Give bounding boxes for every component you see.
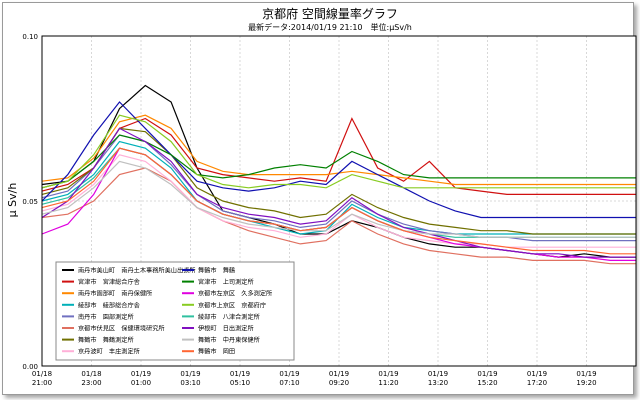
legend-label: 綾部市 綾部総合庁舎 xyxy=(78,301,140,309)
legend-label: 京都市左京区 久多測定所 xyxy=(198,290,272,298)
y-axis-label: μ Sv/h xyxy=(6,183,19,218)
x-tick-time: 05:10 xyxy=(230,379,250,387)
x-tick-date: 01/19 xyxy=(279,370,299,378)
x-tick-time: 01:00 xyxy=(131,379,151,387)
legend-label: 京都市上京区 京都府庁 xyxy=(198,301,266,309)
legend-label: 舞鶴市 舞鶴測定所 xyxy=(78,336,134,344)
x-tick-date: 01/19 xyxy=(428,370,448,378)
y-tick-label: 0.00 xyxy=(22,363,38,371)
legend-label: 南丹市 園部測定所 xyxy=(78,313,134,321)
series-line xyxy=(41,101,636,219)
series-line xyxy=(41,147,636,255)
x-tick-date: 01/19 xyxy=(230,370,250,378)
x-tick-date: 01/19 xyxy=(477,370,497,378)
x-tick-time: 13:20 xyxy=(428,379,448,387)
x-tick-date: 01/19 xyxy=(576,370,596,378)
legend-label: 南丹市園部町 南丹保健所 xyxy=(78,290,152,298)
x-tick-date: 01/18 xyxy=(32,370,52,378)
series-line xyxy=(41,127,636,235)
legend-label: 舞鶴市 舞鶴 xyxy=(198,267,235,275)
x-tick-time: 15:20 xyxy=(477,379,497,387)
x-tick-time: 11:20 xyxy=(378,379,398,387)
y-tick-label: 0.10 xyxy=(22,33,38,41)
x-tick-date: 01/18 xyxy=(81,370,101,378)
series-line xyxy=(41,134,636,189)
legend-box xyxy=(55,261,295,361)
x-tick-time: 09:20 xyxy=(329,379,349,387)
plot-border xyxy=(41,35,637,367)
x-tick-time: 03:10 xyxy=(180,379,200,387)
series-line xyxy=(41,154,636,248)
x-tick-time: 21:00 xyxy=(32,379,52,387)
series-line xyxy=(41,114,636,189)
y-tick-label: 0.05 xyxy=(22,198,38,206)
series-line xyxy=(41,127,636,258)
legend-label: 舞鶴市 岡田 xyxy=(198,348,235,356)
x-tick-date: 01/19 xyxy=(131,370,151,378)
x-tick-date: 01/19 xyxy=(180,370,200,378)
x-tick-date: 01/19 xyxy=(378,370,398,378)
legend-label: 伊根町 日出測定所 xyxy=(198,325,254,333)
x-tick-time: 17:20 xyxy=(527,379,547,387)
legend-label: 南丹市美山町 南丹土木事務所美山出張所 xyxy=(78,267,196,275)
axes: 01/1821:0001/1823:0001/1901:0001/1903:10… xyxy=(22,33,637,387)
legend-label: 京丹波町 丰庄測定所 xyxy=(78,348,140,356)
series-line xyxy=(41,167,636,265)
x-tick-time: 23:00 xyxy=(81,379,101,387)
legend-label: 舞鶴市 中丹東保健所 xyxy=(198,336,260,344)
chart-title: 京都府 空間線量率グラフ xyxy=(262,6,398,21)
chart-subtitle: 最新データ:2014/01/19 21:10 単位:μSv/h xyxy=(248,22,412,32)
series-lines xyxy=(41,84,636,265)
x-tick-time: 19:20 xyxy=(576,379,596,387)
x-tick-time: 07:10 xyxy=(279,379,299,387)
legend-label: 京都市伏見区 保健環境研究所 xyxy=(78,325,165,333)
legend-label: 宮津市 上司測定所 xyxy=(198,278,254,286)
x-tick-date: 01/19 xyxy=(329,370,349,378)
legend-label: 宮津市 宮津総合庁舎 xyxy=(78,278,140,286)
legend-label: 綾部市 八津合測定所 xyxy=(198,313,260,321)
x-tick-date: 01/19 xyxy=(527,370,547,378)
series-line xyxy=(41,160,636,238)
